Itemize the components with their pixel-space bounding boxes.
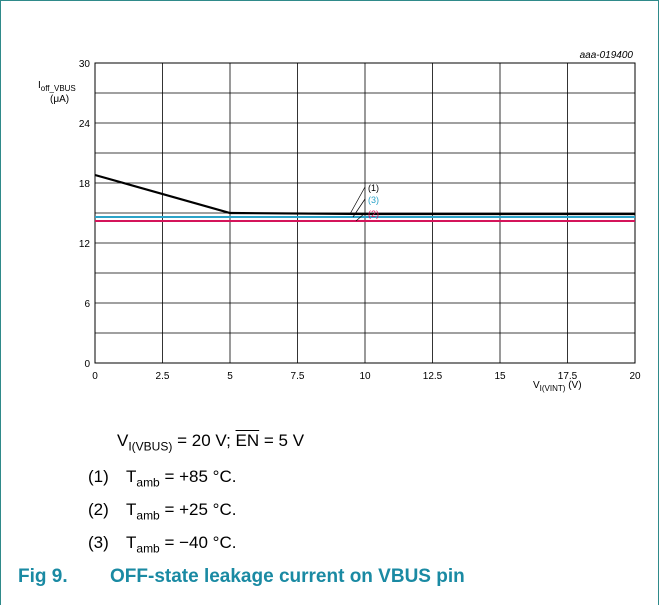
y-axis-unit: (μA) — [50, 94, 69, 105]
x-tick-label: 7.5 — [291, 371, 305, 382]
x-tick-label: 2.5 — [156, 371, 170, 382]
y-axis-label: Ioff_VBUS — [38, 80, 76, 93]
series-label-3: (2) — [368, 209, 379, 219]
x-tick-label: 20 — [629, 371, 641, 382]
x-tick-label: 17.5 — [558, 371, 578, 382]
figure-id: aaa-019400 — [580, 50, 634, 61]
x-tick-label: 12.5 — [423, 371, 443, 382]
y-tick-label: 24 — [79, 119, 91, 130]
y-tick-label: 30 — [79, 59, 91, 70]
y-tick-label: 6 — [84, 299, 90, 310]
test-conditions: VI(VBUS) = 20 V; EN = 5 V — [117, 431, 305, 454]
series-label-2: (3) — [368, 195, 379, 205]
x-tick-label: 0 — [92, 371, 98, 382]
y-tick-label: 12 — [79, 239, 91, 250]
note-2: (2) Tamb = +25 °C. — [88, 500, 237, 523]
enable-signal: EN — [235, 431, 260, 450]
note-1: (1) Tamb = +85 °C. — [88, 467, 237, 490]
note-3: (3) Tamb = −40 °C. — [88, 533, 237, 556]
series-line-1 — [94, 173, 635, 216]
x-tick-label: 10 — [359, 371, 371, 382]
chart: aaa-019400 Ioff_VBUS (μA) VI(VINT) (V) 0… — [38, 50, 641, 393]
series-label-1: (1) — [368, 183, 379, 193]
callout-leader-3 — [355, 212, 366, 222]
x-tick-label: 15 — [494, 371, 506, 382]
callout-leader-2 — [352, 198, 366, 218]
figure-caption: Fig 9. OFF-state leakage current on VBUS … — [18, 566, 465, 587]
y-tick-label: 0 — [84, 359, 90, 370]
callout-leader-1 — [349, 186, 366, 215]
x-tick-label: 5 — [227, 371, 233, 382]
x-axis-label: VI(VINT) (V) — [533, 380, 582, 393]
y-tick-label: 18 — [79, 179, 91, 190]
